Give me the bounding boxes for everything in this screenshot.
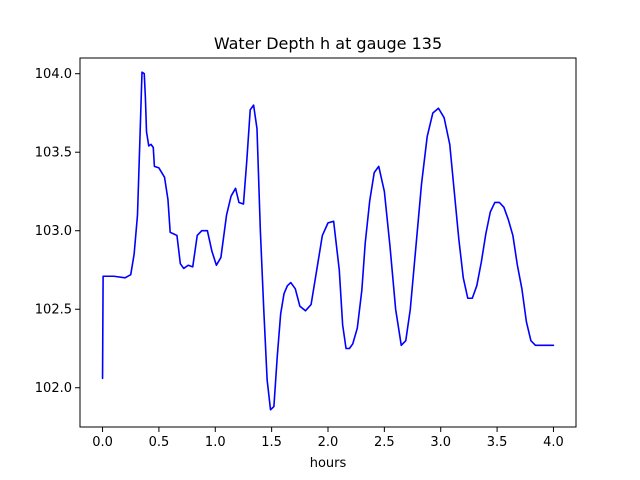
x-tick-label: 1.0 [205, 435, 226, 450]
x-tick-label: 3.5 [487, 435, 508, 450]
chart-title: Water Depth h at gauge 135 [214, 34, 442, 53]
x-tick-label: 0.5 [149, 435, 170, 450]
x-tick-label: 2.0 [318, 435, 339, 450]
series-line-0 [101, 71, 555, 411]
x-tick-label: 4.0 [543, 435, 564, 450]
x-tick-label: 0.0 [92, 435, 113, 450]
x-axis-label: hours [310, 456, 347, 471]
y-tick-label: 103.5 [35, 146, 72, 161]
y-tick-label: 102.5 [35, 303, 72, 318]
x-tick-label: 2.5 [374, 435, 395, 450]
plot-area: 0.0 0.5 1.0 1.5 2.0 2.5 3.0 3.5 4.0 102.0 102.5 103… [35, 57, 577, 450]
y-tick-label: 103.0 [35, 224, 72, 239]
y-tick-label: 104.0 [35, 67, 72, 82]
x-tick-label: 3.0 [430, 435, 451, 450]
y-tick-label: 102.0 [35, 381, 72, 396]
x-tick-label: 1.5 [261, 435, 282, 450]
